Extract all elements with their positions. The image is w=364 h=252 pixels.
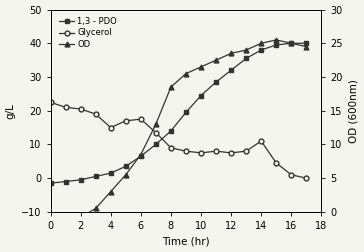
- 1,3 - PDO: [259, 48, 264, 51]
- 1,3 - PDO: [304, 42, 309, 45]
- 1,3 - PDO: [108, 172, 113, 175]
- Y-axis label: g/L: g/L: [5, 103, 16, 119]
- OD: [48, 220, 53, 224]
- Glycerol: [94, 113, 98, 116]
- 1,3 - PDO: [214, 81, 218, 84]
- Glycerol: [304, 177, 309, 180]
- OD: [274, 38, 278, 41]
- Glycerol: [78, 108, 83, 111]
- Glycerol: [139, 118, 143, 121]
- 1,3 - PDO: [48, 182, 53, 185]
- OD: [139, 153, 143, 156]
- 1,3 - PDO: [199, 94, 203, 97]
- OD: [184, 72, 188, 75]
- Glycerol: [48, 101, 53, 104]
- Glycerol: [259, 140, 264, 143]
- Glycerol: [274, 162, 278, 165]
- Glycerol: [214, 150, 218, 153]
- OD: [304, 45, 309, 48]
- OD: [199, 65, 203, 68]
- OD: [108, 190, 113, 193]
- 1,3 - PDO: [184, 111, 188, 114]
- Glycerol: [169, 146, 173, 149]
- 1,3 - PDO: [123, 165, 128, 168]
- Glycerol: [154, 131, 158, 134]
- OD: [229, 52, 233, 55]
- X-axis label: Time (hr): Time (hr): [162, 236, 210, 246]
- 1,3 - PDO: [274, 43, 278, 46]
- Glycerol: [229, 151, 233, 154]
- OD: [244, 48, 248, 51]
- Glycerol: [108, 126, 113, 129]
- OD: [214, 59, 218, 62]
- OD: [78, 216, 83, 219]
- 1,3 - PDO: [169, 130, 173, 133]
- Y-axis label: OD (600nm): OD (600nm): [348, 79, 359, 143]
- Line: OD: OD: [48, 38, 309, 225]
- 1,3 - PDO: [78, 178, 83, 181]
- Glycerol: [63, 106, 68, 109]
- OD: [94, 207, 98, 210]
- 1,3 - PDO: [94, 175, 98, 178]
- Glycerol: [244, 150, 248, 153]
- Glycerol: [123, 119, 128, 122]
- 1,3 - PDO: [244, 57, 248, 60]
- OD: [123, 173, 128, 176]
- Line: 1,3 - PDO: 1,3 - PDO: [48, 41, 309, 186]
- Glycerol: [289, 173, 293, 176]
- OD: [289, 42, 293, 45]
- OD: [259, 42, 264, 45]
- Glycerol: [184, 150, 188, 153]
- OD: [63, 218, 68, 222]
- 1,3 - PDO: [154, 143, 158, 146]
- Legend: 1,3 - PDO, Glycerol, OD: 1,3 - PDO, Glycerol, OD: [58, 16, 119, 50]
- 1,3 - PDO: [139, 155, 143, 158]
- 1,3 - PDO: [63, 180, 68, 183]
- 1,3 - PDO: [289, 42, 293, 45]
- 1,3 - PDO: [229, 69, 233, 72]
- Line: Glycerol: Glycerol: [48, 100, 309, 181]
- OD: [154, 123, 158, 126]
- Glycerol: [199, 151, 203, 154]
- OD: [169, 86, 173, 89]
